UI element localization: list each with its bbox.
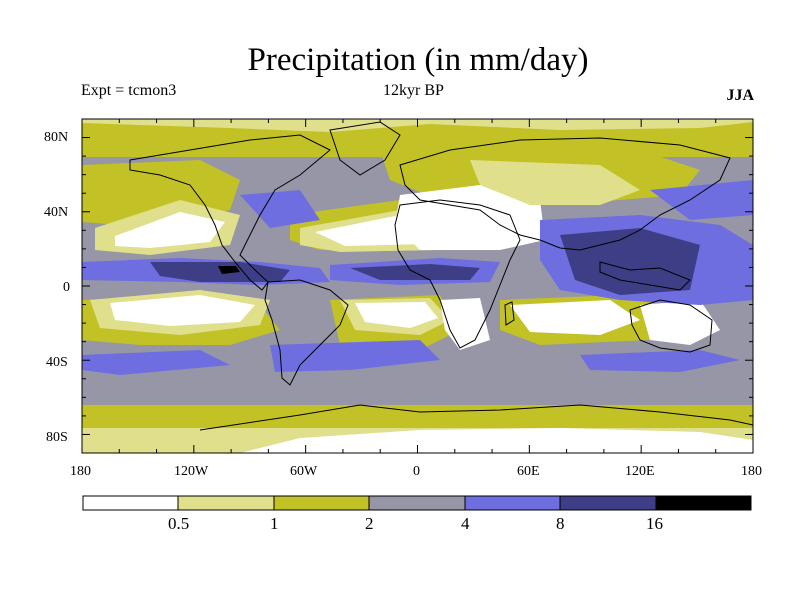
lat-label-0: 0 <box>63 280 70 295</box>
indonesia-coast <box>599 261 691 291</box>
longitude-labels: 180 120W 60W 0 60E 120E 180 <box>70 464 762 479</box>
period-label: 12kyr BP <box>383 82 444 99</box>
s-pacific-dry-core <box>110 295 255 326</box>
itcz-pacific-core <box>150 262 290 282</box>
season-label: JJA <box>726 87 754 104</box>
eurasia-coast <box>399 137 731 251</box>
lon-label-120e: 120E <box>625 464 655 479</box>
colorbar-outline <box>82 495 752 511</box>
lat-label-80n: 80N <box>44 130 68 145</box>
colorbar-swatch-6 <box>656 496 751 510</box>
colorbar-swatch-2 <box>274 496 369 510</box>
latitude-labels: 80N 40N 0 40S 80S <box>44 130 70 445</box>
colorbar-swatch-3 <box>369 496 465 510</box>
map-panel <box>81 118 754 454</box>
s-atlantic-dry-core <box>355 302 438 328</box>
southern-storm-a <box>270 340 440 372</box>
asia-monsoon-core <box>560 228 700 295</box>
lon-label-60w: 60W <box>290 464 318 479</box>
s-africa-dry <box>440 298 490 350</box>
lon-label-180w: 180 <box>70 464 91 479</box>
colorbar-label-2: 2 <box>365 514 374 533</box>
colorbar-label-16: 16 <box>646 514 663 533</box>
africa-coast <box>394 199 521 349</box>
tick-marks <box>81 118 754 454</box>
experiment-label: Expt = tcmon3 <box>81 82 177 99</box>
colorbar-label-4: 4 <box>461 514 470 533</box>
arctic-dry <box>82 119 753 132</box>
lon-label-120w: 120W <box>174 464 209 479</box>
n-america-storm <box>240 190 320 228</box>
north-america-coast <box>129 134 331 291</box>
colorbar-label-1: 1 <box>270 514 279 533</box>
central-asia-dry <box>470 160 640 205</box>
southern-storm-c <box>580 350 740 372</box>
lat-label-40n: 40N <box>44 205 68 220</box>
colorbar-swatch-5 <box>560 496 656 510</box>
lat-label-80s: 80S <box>46 430 68 445</box>
n-pacific-dry-core <box>115 212 225 248</box>
lat-label-40s: 40S <box>46 355 68 370</box>
itcz-pacific-max <box>218 266 240 274</box>
colorbar-swatch-0 <box>83 496 178 510</box>
colorbar-swatch-4 <box>465 496 560 510</box>
lon-label-0: 0 <box>413 464 420 479</box>
lon-label-60e: 60E <box>517 464 540 479</box>
colorbar-label-0-5: 0.5 <box>168 514 189 533</box>
s-indian-dry <box>510 300 640 335</box>
australia-coast <box>629 299 713 353</box>
colorbar: 0.5 1 2 4 8 16 <box>82 495 752 533</box>
north-pacific-storm <box>650 180 753 220</box>
colorbar-label-8: 8 <box>556 514 565 533</box>
southern-storm-b <box>82 350 230 375</box>
colorbar-swatch-1 <box>178 496 274 510</box>
madagascar-coast <box>504 301 515 326</box>
coastlines <box>129 121 754 431</box>
south-america-coast <box>264 279 349 386</box>
lon-label-180e: 180 <box>741 464 762 479</box>
chart-title: Precipitation (in mm/day) <box>247 42 589 78</box>
antarctic-dry-core <box>240 428 753 453</box>
antarctica-coast <box>199 404 754 431</box>
